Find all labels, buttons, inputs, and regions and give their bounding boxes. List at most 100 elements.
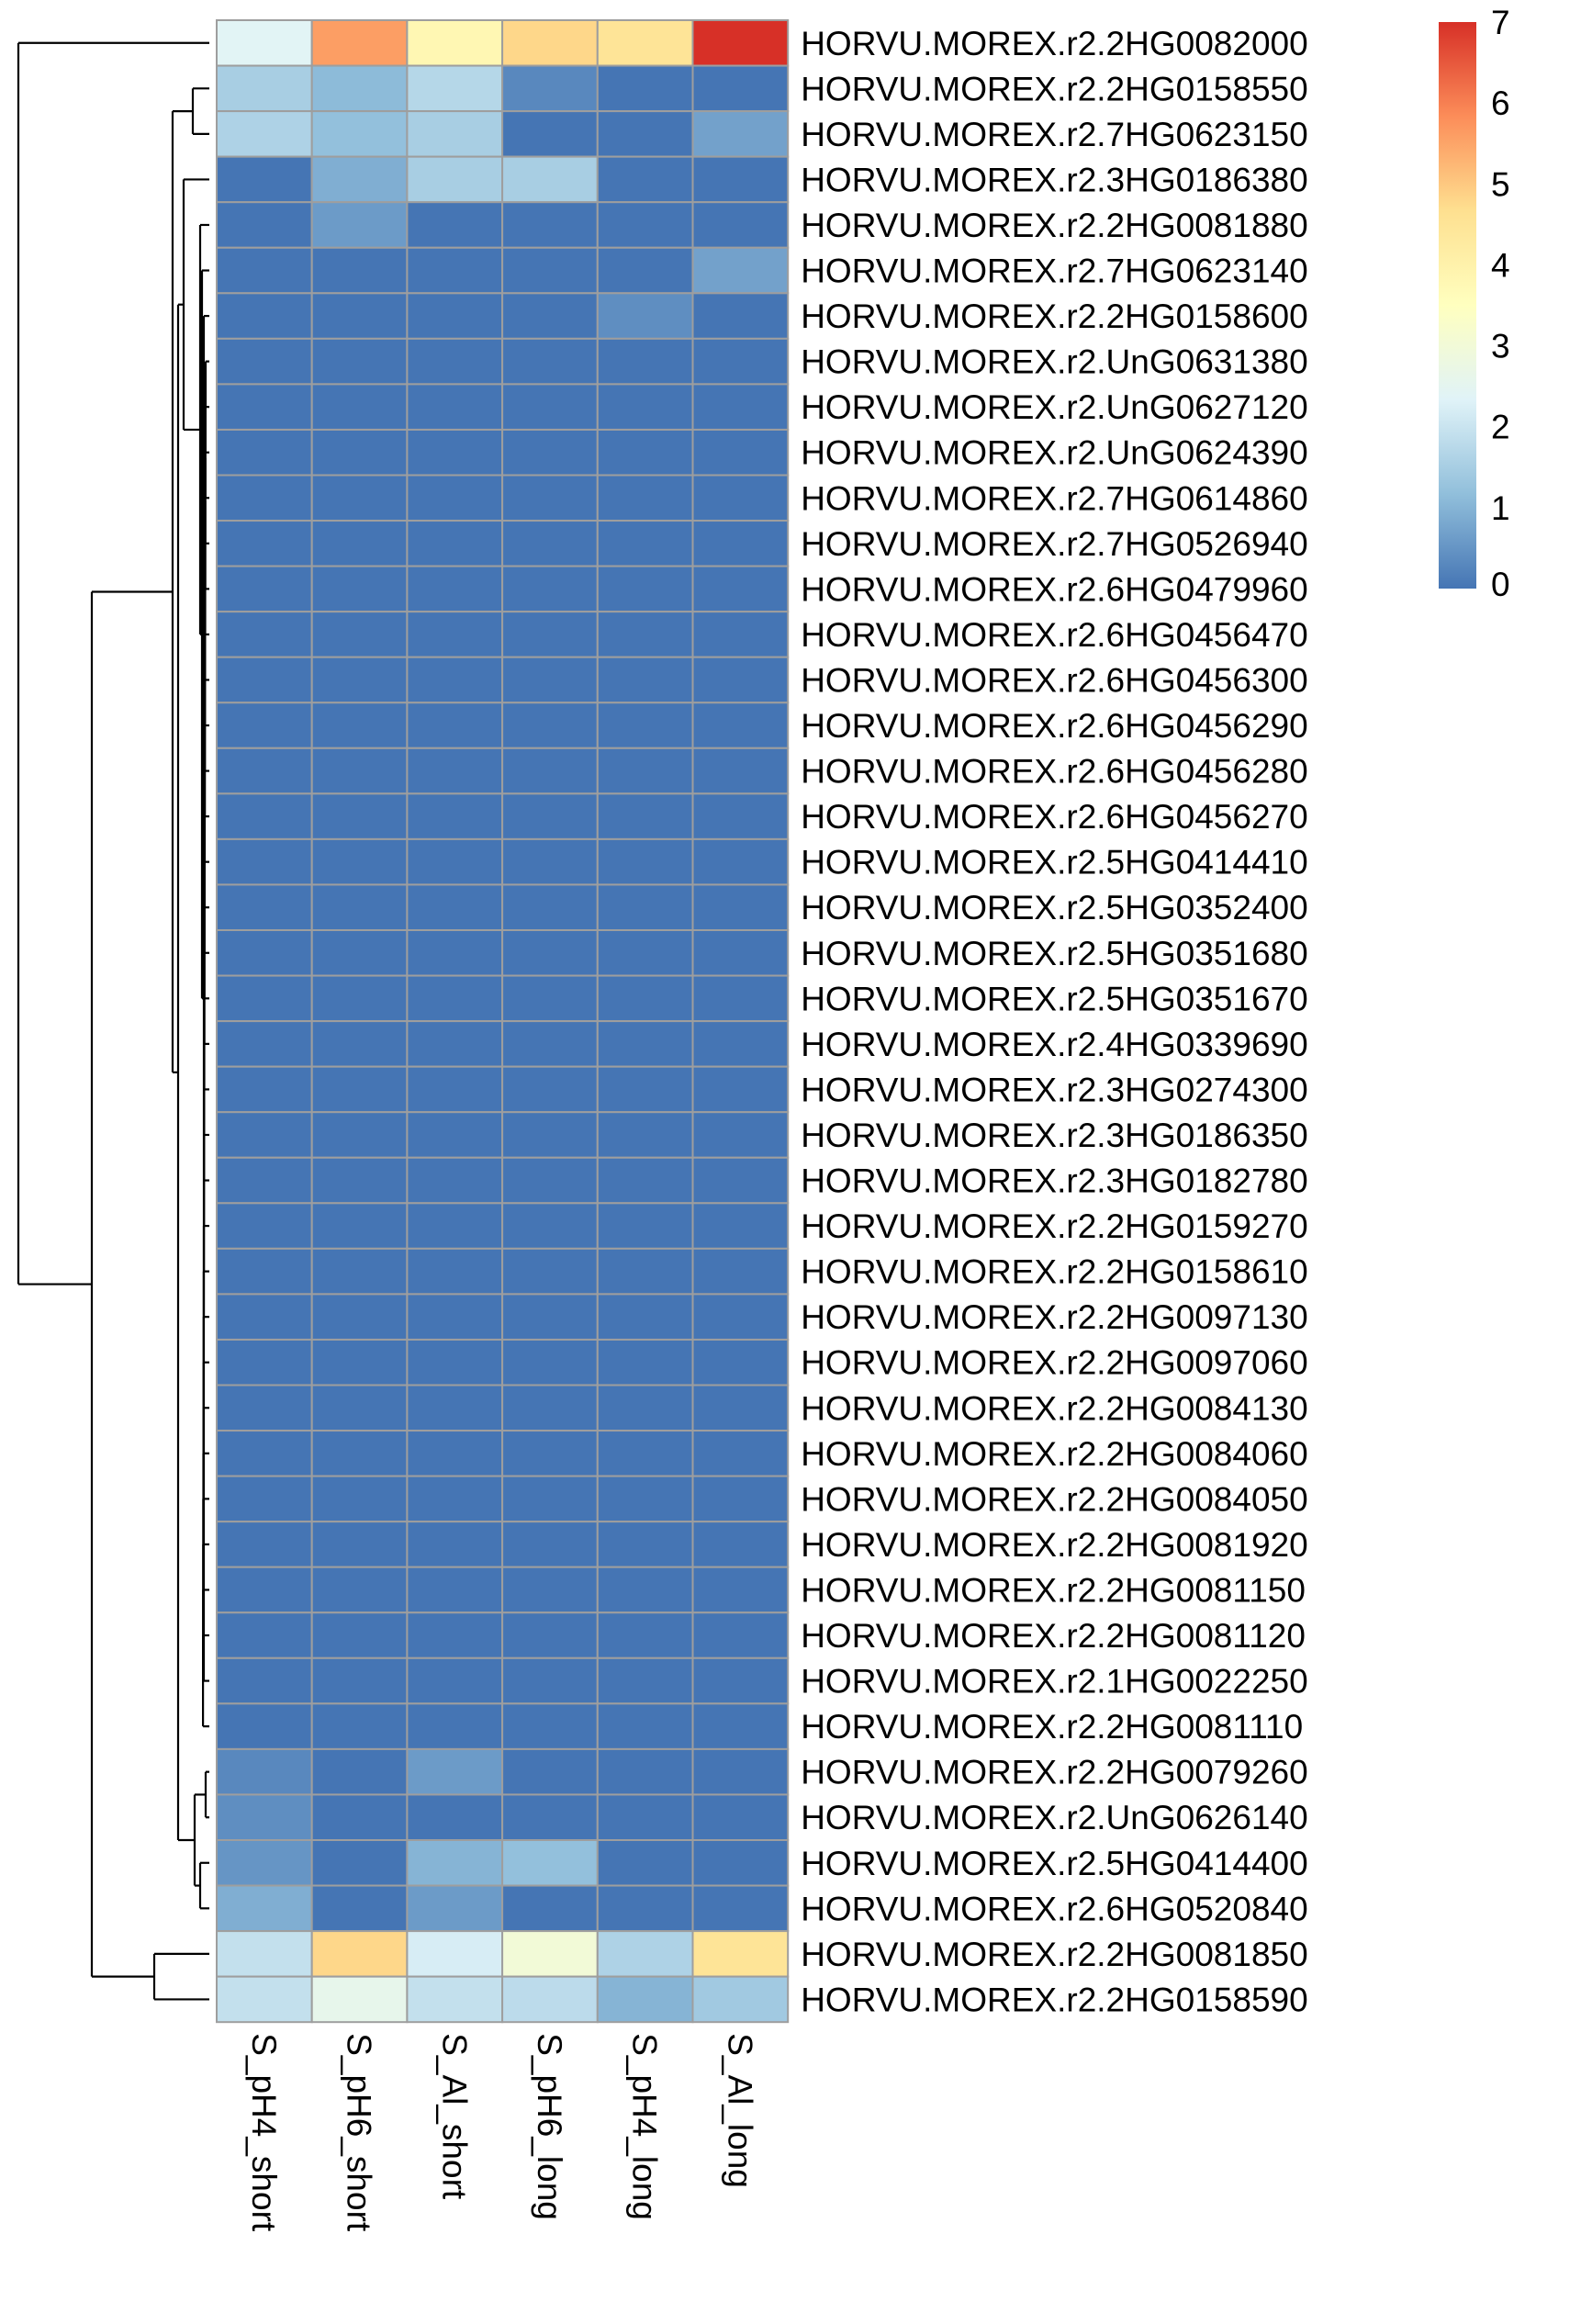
heatmap-cell <box>310 1111 409 1159</box>
heatmap-cell <box>310 1338 409 1387</box>
heatmap-cell <box>406 1111 504 1159</box>
heatmap-cell <box>501 428 599 477</box>
column-label: S_pH6_short <box>341 2033 378 2232</box>
heatmap-cell <box>406 292 504 340</box>
heatmap-cell <box>406 1884 504 1933</box>
heatmap-cell <box>691 19 790 67</box>
heatmap-cell <box>406 520 504 567</box>
heatmap-cell <box>691 1475 790 1523</box>
heatmap-cell <box>691 383 790 431</box>
heatmap-cell <box>691 1839 790 1887</box>
row-label: HORVU.MOREX.r2.2HG0159270 <box>801 1207 1307 1245</box>
heatmap-cell <box>691 1702 790 1750</box>
heatmap-cell <box>501 974 599 1023</box>
heatmap-cell <box>691 1065 790 1114</box>
row-label: HORVU.MOREX.r2.4HG0339690 <box>801 1026 1307 1063</box>
heatmap-cell <box>691 1384 790 1432</box>
column-label: S_pH6_long <box>531 2033 568 2220</box>
heatmap-cell <box>216 565 313 613</box>
heatmap-cell <box>501 201 599 249</box>
row-label: HORVU.MOREX.r2.2HG0158590 <box>801 1981 1307 2018</box>
heatmap-cell <box>501 520 599 567</box>
heatmap-cell <box>691 1202 790 1250</box>
heatmap-cell <box>406 1065 504 1114</box>
heatmap-cell <box>406 1384 504 1432</box>
heatmap-cell <box>596 1338 694 1387</box>
heatmap-cell <box>406 565 504 613</box>
heatmap-cell <box>216 1065 313 1114</box>
heatmap-cell <box>596 1702 694 1750</box>
heatmap-cell <box>310 337 409 386</box>
heatmap-cell <box>501 64 599 113</box>
row-label: HORVU.MOREX.r2.2HG0158600 <box>801 298 1307 335</box>
heatmap-cell <box>310 1930 409 1978</box>
heatmap-cell <box>691 656 790 704</box>
heatmap-cell <box>501 929 599 977</box>
heatmap-cell <box>691 201 790 249</box>
row-label: HORVU.MOREX.r2.2HG0081920 <box>801 1526 1307 1564</box>
heatmap-cell <box>596 1065 694 1114</box>
heatmap-cell <box>310 1884 409 1933</box>
heatmap-cell <box>691 1975 790 2024</box>
row-label: HORVU.MOREX.r2.2HG0097130 <box>801 1298 1307 1336</box>
row-dendrogram <box>17 41 209 2001</box>
heatmap-cell <box>310 1975 409 2024</box>
legend-tick-label: 6 <box>1491 84 1510 122</box>
heatmap-cell <box>501 155 599 204</box>
heatmap-cell <box>406 19 504 67</box>
heatmap-cell <box>596 64 694 113</box>
heatmap-cell <box>596 1975 694 2024</box>
heatmap-cell <box>501 565 599 613</box>
heatmap-cell <box>216 1475 313 1523</box>
heatmap-cell <box>406 1338 504 1387</box>
heatmap-cell <box>406 64 504 113</box>
heatmap-cell <box>501 19 599 67</box>
row-label: HORVU.MOREX.r2.2HG0084130 <box>801 1389 1307 1427</box>
heatmap-cell <box>216 1338 313 1387</box>
row-label: HORVU.MOREX.r2.2HG0082000 <box>801 25 1307 62</box>
heatmap-cell <box>501 611 599 658</box>
legend-tick-label: 2 <box>1491 409 1510 446</box>
heatmap-cell <box>216 1430 313 1477</box>
heatmap-cell <box>501 1839 599 1887</box>
heatmap-cell <box>406 1975 504 2024</box>
heatmap-cell <box>596 1521 694 1568</box>
heatmap-cell <box>501 1566 599 1614</box>
row-label: HORVU.MOREX.r2.UnG0627120 <box>801 388 1307 426</box>
heatmap-cell <box>406 1293 504 1341</box>
heatmap-cell <box>310 1475 409 1523</box>
row-label: HORVU.MOREX.r2.6HG0456470 <box>801 616 1307 654</box>
heatmap-cell <box>501 1656 599 1705</box>
heatmap-cell <box>596 1839 694 1887</box>
row-label: HORVU.MOREX.r2.2HG0084050 <box>801 1480 1307 1518</box>
heatmap-cell <box>310 1656 409 1705</box>
heatmap-cell <box>596 1747 694 1796</box>
heatmap-cell <box>406 974 504 1023</box>
heatmap-cell <box>216 520 313 567</box>
heatmap-cell <box>310 64 409 113</box>
row-label: HORVU.MOREX.r2.3HG0186380 <box>801 161 1307 198</box>
heatmap-cell <box>501 1065 599 1114</box>
heatmap-cell <box>216 1247 313 1296</box>
heatmap-cell <box>216 428 313 477</box>
row-label: HORVU.MOREX.r2.6HG0456270 <box>801 798 1307 836</box>
heatmap-cell <box>691 428 790 477</box>
heatmap-cell <box>310 474 409 522</box>
heatmap-cell <box>691 64 790 113</box>
heatmap-cell <box>310 1521 409 1568</box>
heatmap-cell <box>691 1521 790 1568</box>
heatmap-cell <box>406 201 504 249</box>
heatmap-cell <box>691 520 790 567</box>
heatmap-cell <box>216 747 313 795</box>
heatmap-cell <box>406 1475 504 1523</box>
heatmap-cell <box>406 1656 504 1705</box>
heatmap-cell <box>596 1430 694 1477</box>
heatmap-cell <box>216 1747 313 1796</box>
heatmap-cell <box>216 792 313 840</box>
heatmap-cell <box>310 110 409 158</box>
row-label: HORVU.MOREX.r2.6HG0520840 <box>801 1890 1307 1927</box>
heatmap-cell <box>406 611 504 658</box>
row-label: HORVU.MOREX.r2.6HG0456290 <box>801 707 1307 745</box>
legend-tick-label: 0 <box>1491 566 1510 603</box>
heatmap-cell <box>596 1475 694 1523</box>
